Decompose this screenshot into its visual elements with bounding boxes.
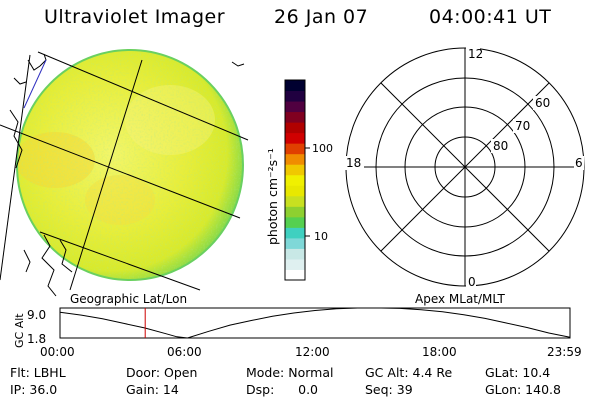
colorbar-band [285, 227, 305, 239]
colorbar-band [285, 132, 305, 144]
mlat-label-70: 70 [515, 119, 530, 133]
colorbar-band [285, 248, 305, 260]
date-label: 26 Jan 07 [274, 6, 369, 28]
status-glat: GLat: 10.4 [485, 365, 551, 380]
mlat-label-60: 60 [535, 96, 550, 110]
colorbar-band [285, 101, 305, 113]
gc-alt-axis-label: GC Alt [13, 313, 26, 348]
colorbar-band [285, 195, 305, 207]
lat-lon-grid [0, 51, 249, 291]
colorbar-band [285, 185, 305, 197]
gc-alt-ytick-min: 1.8 [27, 332, 46, 346]
time-label: 04:00:41 UT [429, 6, 552, 28]
colorbar-frame [284, 79, 306, 281]
status-ip: IP: 36.0 [10, 382, 58, 397]
status-dsp: Dsp: 0.0 [246, 382, 319, 397]
mlt-label-6: 6 [575, 156, 583, 170]
orbit-track-line [23, 59, 47, 109]
gc-alt-xtick-2: 12:00 [295, 345, 330, 359]
colorbar-band [285, 153, 305, 165]
colorbar-band [285, 143, 305, 155]
colorbar-unit-label: photon cm⁻²s⁻¹ [265, 148, 280, 245]
colorbar-band [285, 269, 305, 281]
status-glon: GLon: 140.8 [485, 382, 561, 397]
colorbar-band [285, 216, 305, 228]
gc-alt-frame [59, 307, 571, 339]
colorbar-band [285, 90, 305, 102]
colorbar-band [285, 174, 305, 186]
colorbar-tick-10: 10 [314, 230, 328, 243]
mlt-label-12: 12 [468, 47, 483, 61]
colorbar-gradient [285, 80, 305, 281]
gc-alt-xtick-0: 00:00 [40, 345, 75, 359]
apex-caption: Apex MLat/MLT [415, 292, 505, 306]
gc-alt-xtick-3: 18:00 [422, 345, 457, 359]
instrument-title: Ultraviolet Imager [44, 6, 226, 28]
status-gain: Gain: 14 [126, 382, 179, 397]
status-seq: Seq: 39 [365, 382, 413, 397]
gc-alt-curve [59, 307, 571, 339]
colorbar-band [285, 122, 305, 134]
gc-alt-xtick-4: 23:59 [547, 345, 582, 359]
geographic-caption: Geographic Lat/Lon [70, 292, 188, 306]
colorbar-tick-100: 100 [312, 142, 333, 155]
coastline [9, 53, 245, 297]
apex-polar-plot: 12 18 6 0 60 70 80 [344, 47, 585, 289]
earth-disk [16, 49, 244, 281]
status-gc-alt: GC Alt: 4.4 Re [365, 365, 453, 380]
colorbar-band [285, 111, 305, 123]
gc-alt-ytick-max: 9.0 [27, 308, 46, 322]
gc-alt-xtick-1: 06:00 [167, 345, 202, 359]
gc-alt-chart: GC Alt 9.0 1.8 00:00 06:00 12:00 18:00 2… [13, 307, 582, 359]
colorbar-band [285, 258, 305, 270]
status-mode: Mode: Normal [246, 365, 334, 380]
colorbar-band [285, 80, 305, 92]
mlt-label-0: 0 [468, 275, 476, 289]
colorbar-band [285, 206, 305, 218]
mlat-label-80: 80 [493, 139, 508, 153]
colorbar: 100 10 photon cm⁻²s⁻¹ [265, 79, 333, 281]
colorbar-band [285, 164, 305, 176]
colorbar-band [285, 237, 305, 249]
mlt-label-18: 18 [346, 156, 361, 170]
status-door: Door: Open [126, 365, 198, 380]
status-filter: Flt: LBHL [10, 365, 66, 380]
polar-diagonal-2 [380, 82, 550, 252]
